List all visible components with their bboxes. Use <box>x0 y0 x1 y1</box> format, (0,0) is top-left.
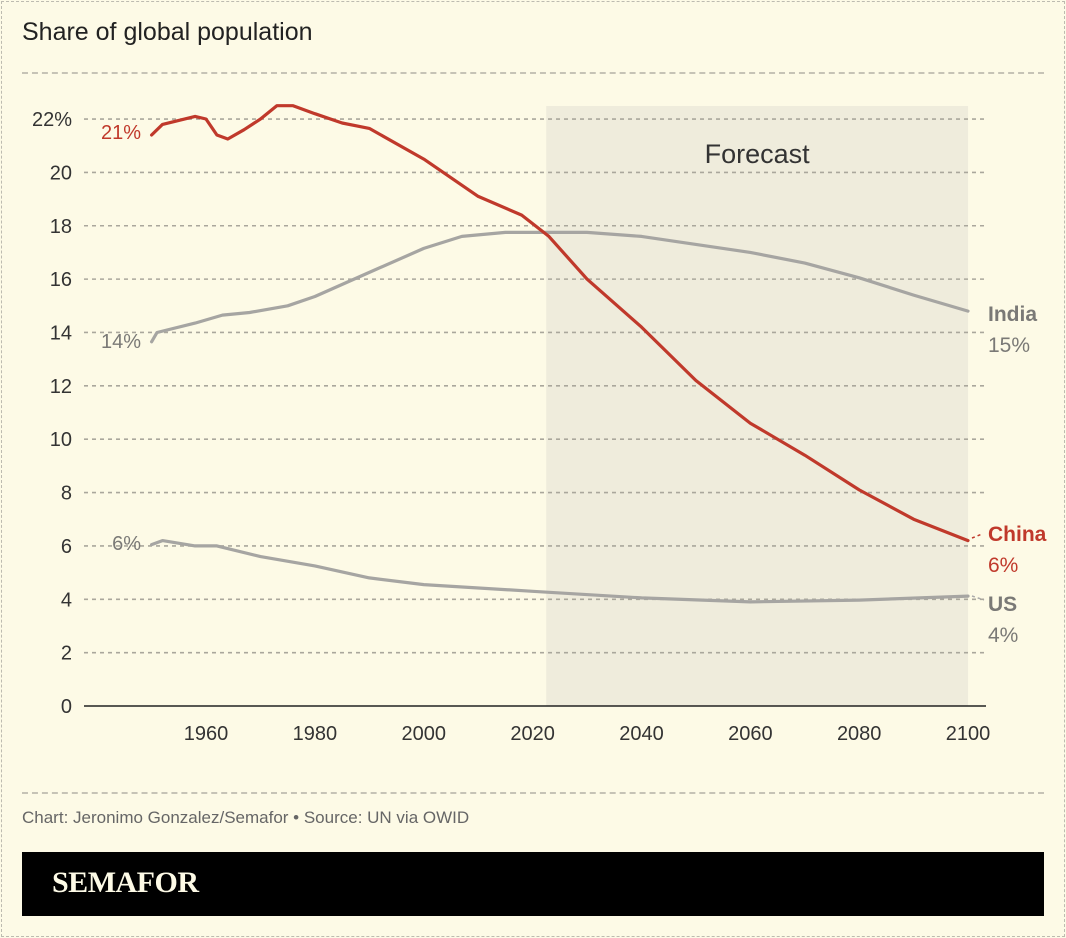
x-tick-label: 1980 <box>293 723 338 745</box>
china-leader <box>971 533 983 539</box>
end-value-us: 4% <box>988 624 1018 647</box>
end-name-india: India <box>988 303 1037 326</box>
y-tick-label: 20 <box>50 162 72 184</box>
series-line-us <box>150 539 970 604</box>
chart-title: Share of global population <box>22 18 313 46</box>
y-tick-label: 6 <box>61 536 72 558</box>
start-label-india: 14% <box>101 331 141 353</box>
start-label-us: 6% <box>112 533 141 555</box>
x-tick-label: 1960 <box>184 723 229 745</box>
x-tick-label: 2060 <box>728 723 773 745</box>
series-line-china <box>150 104 970 543</box>
x-tick-label: 2020 <box>510 723 555 745</box>
y-tick-label: 22% <box>32 109 72 131</box>
end-name-us: US <box>988 593 1017 616</box>
start-label-china: 21% <box>101 122 141 144</box>
brand-bar: SEMAFOR <box>22 852 1044 916</box>
us-leader <box>971 595 985 601</box>
x-tick-label: 2040 <box>619 723 664 745</box>
forecast-label: Forecast <box>705 139 811 169</box>
y-tick-label: 12 <box>50 376 72 398</box>
x-tick-label: 2080 <box>837 723 882 745</box>
end-name-china: China <box>988 523 1047 546</box>
x-tick-label: 2100 <box>946 723 991 745</box>
y-tick-label: 18 <box>50 216 72 238</box>
bottom-divider <box>22 792 1044 794</box>
top-divider <box>22 72 1044 74</box>
brand-logo: SEMAFOR <box>52 866 199 899</box>
y-tick-label: 8 <box>61 483 72 505</box>
forecast-band <box>546 106 969 706</box>
y-tick-label: 0 <box>61 696 72 718</box>
y-tick-label: 16 <box>50 269 72 291</box>
line-chart: Forecast 0 2 4 6 8 10 12 14 16 18 20 22% 1960 1980 2000… <box>32 104 1047 745</box>
end-value-india: 15% <box>988 334 1030 357</box>
x-tick-label: 2000 <box>402 723 447 745</box>
y-tick-label: 14 <box>50 322 72 344</box>
end-value-china: 6% <box>988 554 1018 577</box>
chart-credit: Chart: Jeronimo Gonzalez/Semafor • Sourc… <box>22 808 470 827</box>
series-line-india <box>150 230 970 344</box>
y-tick-label: 10 <box>50 429 72 451</box>
y-tick-label: 2 <box>61 643 72 665</box>
y-tick-label: 4 <box>61 589 72 611</box>
